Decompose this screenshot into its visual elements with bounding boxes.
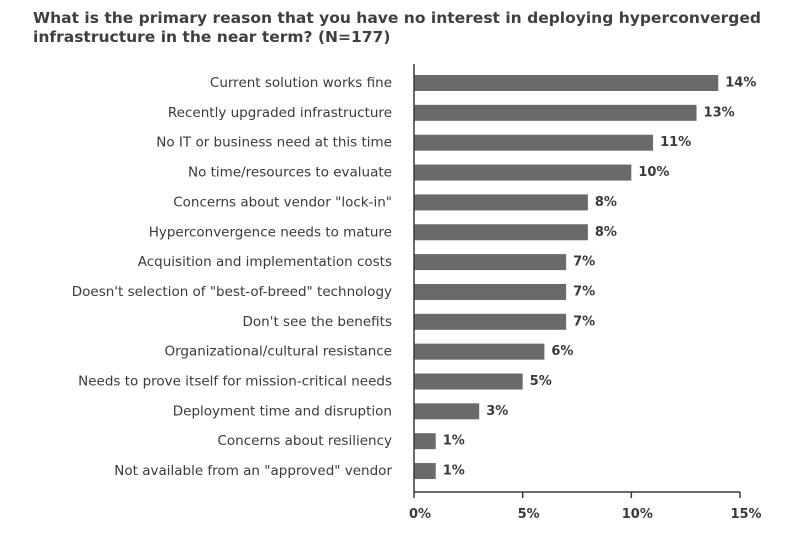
bar bbox=[414, 104, 697, 121]
data-label: 14% bbox=[725, 76, 756, 91]
x-tick-label: 10% bbox=[622, 507, 653, 522]
data-label: 11% bbox=[660, 135, 691, 150]
data-label: 3% bbox=[486, 404, 508, 419]
bar bbox=[414, 343, 545, 360]
category-label: Current solution works fine bbox=[210, 75, 392, 91]
data-label: 6% bbox=[551, 344, 573, 359]
data-label: 7% bbox=[573, 284, 595, 299]
data-label: 8% bbox=[595, 225, 617, 240]
bar bbox=[414, 403, 480, 420]
data-label: 13% bbox=[704, 105, 735, 120]
category-label: No IT or business need at this time bbox=[156, 135, 392, 151]
bar bbox=[414, 75, 719, 91]
category-label: Concerns about resiliency bbox=[217, 433, 392, 449]
bars-layer bbox=[414, 75, 719, 480]
bar bbox=[414, 224, 588, 241]
labels-layer: Current solution works fine 14% Recently u… bbox=[72, 75, 757, 479]
category-label: Concerns about vendor "lock-in" bbox=[173, 194, 392, 210]
data-label: 10% bbox=[638, 165, 669, 180]
bar bbox=[414, 373, 523, 390]
data-label: 1% bbox=[443, 464, 465, 479]
x-tick-label: 0% bbox=[409, 507, 431, 522]
x-axis: 0% 5% 10% 15% bbox=[409, 64, 762, 522]
category-label: Acquisition and implementation costs bbox=[138, 254, 392, 270]
category-label: No time/resources to evaluate bbox=[188, 165, 392, 181]
bar bbox=[414, 134, 654, 151]
bar bbox=[414, 283, 567, 300]
category-label: Deployment time and disruption bbox=[173, 403, 392, 419]
data-label: 5% bbox=[530, 374, 552, 389]
bar bbox=[414, 313, 567, 330]
category-label: Don't see the benefits bbox=[243, 314, 392, 330]
data-label: 7% bbox=[573, 314, 595, 329]
bar bbox=[414, 463, 436, 480]
category-label: Recently upgraded infrastructure bbox=[168, 105, 392, 121]
bar bbox=[414, 254, 567, 271]
category-label: Not available from an "approved" vendor bbox=[114, 463, 392, 479]
data-label: 1% bbox=[443, 434, 465, 449]
bar bbox=[414, 194, 588, 211]
bar bbox=[414, 433, 436, 450]
category-label: Organizational/cultural resistance bbox=[164, 344, 392, 360]
category-label: Doesn't selection of "best-of-breed" tec… bbox=[72, 284, 392, 300]
x-tick-label: 5% bbox=[518, 507, 540, 522]
category-label: Hyperconvergence needs to mature bbox=[149, 224, 392, 240]
data-label: 8% bbox=[595, 195, 617, 210]
data-label: 7% bbox=[573, 255, 595, 270]
x-tick-label: 15% bbox=[730, 507, 761, 522]
chart-title: What is the primary reason that you have… bbox=[33, 9, 761, 46]
category-label: Needs to prove itself for mission-critic… bbox=[78, 374, 392, 390]
bar bbox=[414, 164, 632, 181]
